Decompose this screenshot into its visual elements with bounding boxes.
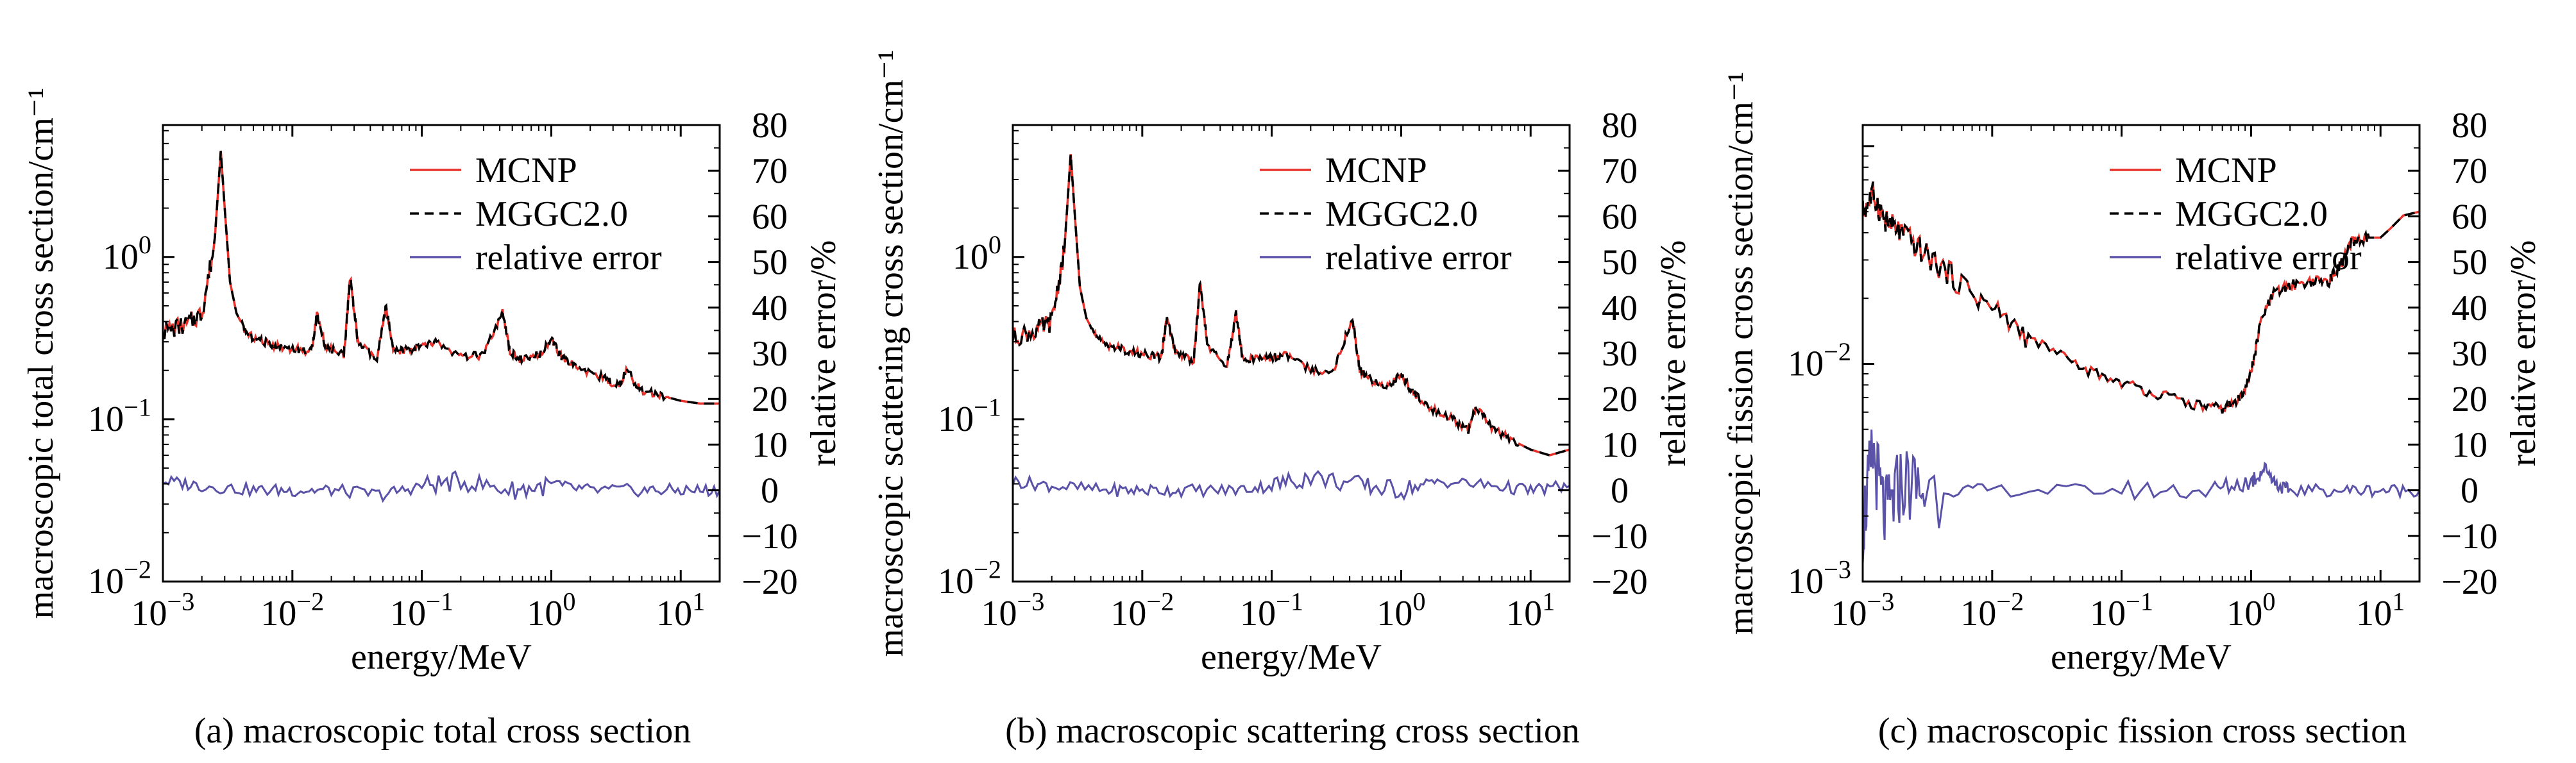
y2-tick-label: 40 [752, 289, 788, 328]
y2-tick-label: −10 [2441, 517, 2498, 557]
y-tick-label: 10−1 [938, 392, 1001, 439]
y2-tick-label: 40 [1602, 289, 1638, 328]
y-tick-label: 10−3 [1788, 555, 1851, 601]
x-tick-label: 100 [2226, 587, 2275, 633]
series-line-mggc2-0 [1863, 181, 2419, 414]
legend-label: relative error [2175, 238, 2362, 278]
x-tick-label: 101 [656, 587, 705, 633]
x-tick-label: 10−1 [1240, 587, 1303, 633]
x-tick-label: 10−2 [260, 587, 324, 633]
series-line-mcnp [1863, 181, 2419, 414]
y-axis-label: macroscopic fission cross section/cm⁻¹ [1721, 72, 1761, 635]
series-line-mcnp [163, 151, 720, 405]
y2-tick-label: 30 [752, 334, 788, 374]
y2-axis-label: relative error/% [2504, 240, 2543, 467]
y2-tick-label: 70 [1602, 151, 1638, 191]
y2-tick-label: 60 [2452, 197, 2487, 237]
legend-label: relative error [1325, 238, 1512, 278]
y2-tick-label: 50 [1602, 243, 1638, 283]
plot-frame [1861, 124, 2421, 583]
x-tick-label: 10−3 [1831, 587, 1895, 633]
x-tick-label: 10−2 [1960, 587, 2024, 633]
y2-tick-label: 0 [1611, 471, 1629, 511]
y2-tick-label: 20 [752, 380, 788, 419]
x-tick-label: 101 [1506, 587, 1555, 633]
panel-a: 10−3 10−2 10−1 100 10110−210−1100−20−1001020… [21, 88, 843, 677]
legend-label: MGGC2.0 [2175, 194, 2328, 234]
y2-tick-label: −10 [741, 517, 798, 557]
y-axis-label: macroscopic scattering cross section/cm⁻… [871, 50, 911, 657]
y-tick-label: 10−2 [938, 555, 1001, 601]
x-tick-label: 100 [527, 587, 575, 633]
y2-tick-label: 50 [2452, 243, 2487, 283]
x-tick-label: 100 [1377, 587, 1425, 633]
y-tick-label: 10−2 [88, 555, 151, 601]
y2-axis-label: relative error/% [804, 240, 843, 467]
y2-tick-label: 0 [761, 471, 779, 511]
y-tick-label: 100 [103, 230, 151, 277]
y2-tick-label: −20 [741, 562, 798, 602]
legend-label: MCNP [2175, 151, 2277, 190]
series-line-mcnp [1013, 154, 1570, 457]
x-axis-label: energy/MeV [351, 637, 532, 677]
plot-area [1013, 154, 1570, 501]
plot-area [1863, 181, 2419, 564]
y2-tick-label: 30 [1602, 334, 1638, 374]
y2-tick-label: 10 [1602, 425, 1638, 465]
plot-frame [162, 124, 721, 583]
x-axis-label: energy/MeV [2051, 637, 2232, 677]
y2-tick-label: −20 [2441, 562, 2498, 602]
caption-c: (c) macroscopic fission cross section [1877, 711, 2407, 751]
y2-tick-label: 60 [752, 197, 788, 237]
y2-tick-label: 50 [752, 243, 788, 283]
y2-tick-label: 20 [1602, 380, 1638, 419]
y2-tick-label: 20 [2452, 380, 2487, 419]
y2-tick-label: 80 [2452, 106, 2487, 146]
plot-frame [1012, 124, 1571, 583]
y-tick-label: 10−2 [1788, 337, 1851, 384]
y2-tick-label: 10 [752, 425, 788, 465]
series-line-mggc2-0 [1013, 154, 1570, 457]
y2-tick-label: 70 [752, 151, 788, 191]
y-tick-label: 100 [953, 230, 1001, 277]
legend-label: MCNP [475, 151, 577, 190]
x-tick-label: 101 [2356, 587, 2405, 633]
y-axis-label: macroscopic total cross section/cm⁻¹ [21, 88, 61, 619]
legend-label: MCNP [1325, 151, 1427, 190]
y2-tick-label: 30 [2452, 334, 2487, 374]
y2-tick-label: 60 [1602, 197, 1638, 237]
y2-tick-label: 80 [1602, 106, 1638, 146]
y2-tick-label: 0 [2461, 471, 2479, 511]
x-tick-label: 10−3 [981, 587, 1045, 633]
y2-tick-label: 40 [2452, 289, 2487, 328]
x-axis-label: energy/MeV [1201, 637, 1382, 677]
panel-b: 10−3 10−2 10−1 100 10110−210−1100−20−1001020… [871, 50, 1693, 677]
caption-b: (b) macroscopic scattering cross section [1005, 711, 1580, 751]
y2-tick-label: −10 [1591, 517, 1648, 557]
legend-label: MGGC2.0 [475, 194, 628, 234]
legend-label: relative error [475, 238, 662, 278]
series-line-relative-error [1013, 469, 1570, 501]
y2-axis-label: relative error/% [1654, 240, 1693, 467]
y2-tick-label: 10 [2452, 425, 2487, 465]
caption-a: (a) macroscopic total cross section [194, 711, 691, 751]
series-line-relative-error [1863, 429, 2419, 564]
x-tick-label: 10−1 [390, 587, 453, 633]
y2-tick-label: 80 [752, 106, 788, 146]
x-tick-label: 10−1 [2090, 587, 2153, 633]
legend-label: MGGC2.0 [1325, 194, 1478, 234]
series-line-relative-error [163, 470, 720, 503]
x-tick-label: 10−2 [1110, 587, 1174, 633]
x-tick-label: 10−3 [131, 587, 195, 633]
y-tick-label: 10−1 [88, 392, 151, 439]
panel-c: 10−3 10−2 10−1 100 101 10−3 10−2 −20 −10 0 10 20 30 4… [1721, 72, 2543, 677]
y2-tick-label: 70 [2452, 151, 2487, 191]
plot-area [163, 151, 720, 503]
y2-tick-label: −20 [1591, 562, 1648, 602]
